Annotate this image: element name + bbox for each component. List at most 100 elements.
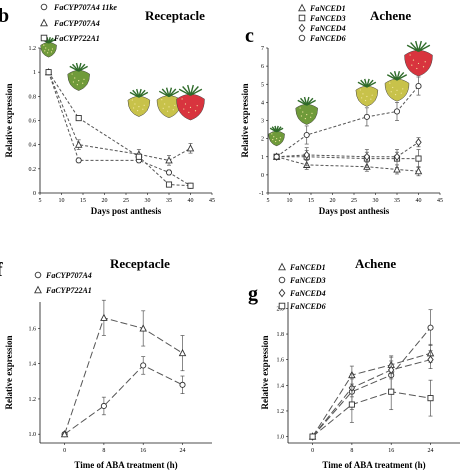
legend-f-1: FaCYP722A1 <box>45 286 92 295</box>
strawberry-stage-b-3-seed <box>168 106 170 108</box>
legend-markers-f <box>34 271 42 294</box>
y-tick-label: 2 <box>261 137 264 143</box>
strawberry-stage-b-0-seed <box>47 52 49 54</box>
strawberry-stage-c-3-calyx <box>389 71 398 81</box>
strawberry-stage-b-2-seed <box>131 99 133 101</box>
legend-g-2: FaNCED4 <box>289 289 326 298</box>
strawberry-stage-b-4-seed <box>188 111 190 113</box>
strawberry-stage-c-4-seed <box>422 66 425 68</box>
legend-marker-g-3 <box>278 302 286 310</box>
strawberry-stage-c-0-seed <box>275 140 277 143</box>
strawberry-stage-c-4-calyx <box>418 44 431 52</box>
panel-f-legend: FaCYP707A4 FaCYP722A1 <box>34 271 92 295</box>
x-tick-label: 5 <box>267 198 270 204</box>
y-axis-label-f: Relative expression <box>4 335 14 409</box>
strawberry-stage-b-1-seed <box>74 77 76 79</box>
panel-c: c Achene 5 10 15 20 25 30 35 40 45-101234567Days… <box>240 3 443 216</box>
panel-g-letter: g <box>248 283 258 305</box>
panel-b-letter: b <box>0 5 9 27</box>
strawberry-stage-b-0-seed <box>51 48 54 50</box>
y-tick-label: 4 <box>261 100 264 106</box>
chart-f: 0 8 16 24 1.0 1.2 1.4 1.6 Time of ABA treatment … <box>4 299 212 470</box>
strawberry-stage-b-1-seed <box>76 84 78 86</box>
strawberry-stage-b-3-seed <box>161 99 163 101</box>
legend-f-0: FaCYP707A4 <box>45 271 92 280</box>
panel-g: g Achene 0 8 16 24 1.0 1.2 1.4 1.6 1.8 2.0 Time of… <box>248 256 460 470</box>
strawberry-stage-c-2-calyx <box>366 81 377 88</box>
data-point-c-2-3 <box>393 152 401 161</box>
x-tick-label: 35 <box>166 198 172 204</box>
data-point-b-2-1 <box>75 115 82 122</box>
data-point-c-3-4 <box>415 83 422 90</box>
strawberry-stage-b-3-calyx <box>168 90 180 98</box>
y-tick-label: 5 <box>261 82 264 88</box>
strawberry-stage-b-2-calyx <box>138 91 149 98</box>
legend-marker-g-2 <box>278 288 286 298</box>
strawberry-stage-c-2-calyx <box>364 78 368 88</box>
strawberry-stage-c-2-seed <box>359 89 361 91</box>
strawberry-stage-c-4 <box>404 40 433 77</box>
data-point-c-1-4 <box>415 155 422 162</box>
panel-c-legend: FaNCED1 FaNCED3 FaNCED4 FaNCED6 <box>298 3 346 43</box>
data-point-b-2-2 <box>135 153 142 160</box>
chart-b: 5 10 15 20 25 30 35 40 45 0 0.2 0.4 0.6 0.8 1 1.2 Days p… <box>4 36 215 216</box>
x-tick-label: 8 <box>350 448 353 454</box>
panel-c-title: Achene <box>370 8 411 23</box>
y-tick-label: 1.6 <box>277 358 285 364</box>
x-axis-label-c: Days post anthesis <box>319 206 390 216</box>
strawberry-stage-c-4-seed <box>416 67 418 70</box>
strawberry-stage-c-4-seed <box>412 59 415 61</box>
y-tick-label: 0 <box>33 191 36 197</box>
panel-b: b Receptacle 5 10 15 20 25 30 35 40 45 0 0.2 0.4 0.6… <box>0 3 215 216</box>
data-point-b-2-4 <box>187 182 194 189</box>
y-tick-label: 0.4 <box>29 143 37 149</box>
y-axis-label-b: Relative expression <box>4 83 14 157</box>
x-tick-label: 15 <box>80 198 86 204</box>
strawberry-stage-b-1-calyx <box>75 62 80 72</box>
strawberry-stage-b-1 <box>67 62 90 91</box>
y-tick-label: 6 <box>261 64 264 70</box>
y-tick-label: 1.2 <box>29 397 37 403</box>
data-point-b-0-1 <box>75 157 82 164</box>
strawberry-stage-b-4-calyx <box>189 84 194 96</box>
data-point-c-3-2 <box>363 113 370 120</box>
strawberry-stage-b-0-seed <box>50 51 53 53</box>
strawberry-stage-c-1-seed <box>302 111 304 113</box>
strawberry-stage-c-3-calyx <box>393 70 398 81</box>
x-tick-label: 16 <box>140 448 146 454</box>
strawberry-stage-c-1-seed <box>310 116 312 118</box>
x-tick-label: 20 <box>102 198 108 204</box>
chart-g: 0 8 16 24 1.0 1.2 1.4 1.6 1.8 2.0 Time of ABA trea… <box>260 302 460 470</box>
strawberry-stage-b-0-seed <box>44 50 46 52</box>
strawberry-stage-b-4-calyx <box>182 86 192 96</box>
panel-b-legend: FaCYP707A4 11ke FaCYP707A4 FaCYP722A1 <box>40 3 117 43</box>
strawberry-stage-c-1-seed <box>306 114 308 116</box>
strawberry-stage-b-2-seed <box>143 104 145 106</box>
x-tick-label: 10 <box>287 198 293 204</box>
strawberry-stage-c-1-seed <box>311 112 313 114</box>
strawberry-stage-c-0 <box>268 125 285 147</box>
strawberry-stage-b-3-seed <box>164 103 166 105</box>
x-axis-label-g: Time of ABA treatment (h) <box>322 460 425 470</box>
strawberry-stage-c-4-calyx <box>415 40 420 52</box>
strawberry-stage-c-3-seed <box>392 86 394 89</box>
series-line-g-2 <box>312 359 431 437</box>
legend-c-0: FaNCED1 <box>309 4 346 13</box>
strawberry-stage-b-4-seed <box>196 105 198 107</box>
y-tick-label: 0.8 <box>29 94 37 100</box>
panel-g-legend: FaNCED1 FaNCED3 FaNCED4 FaNCED6 <box>278 262 326 311</box>
x-tick-label: 16 <box>388 448 394 454</box>
x-tick-label: 25 <box>351 198 357 204</box>
panel-f-title: Receptacle <box>110 256 170 271</box>
strawberry-stage-c-3-seed <box>396 89 398 91</box>
data-point-b-1-3 <box>165 156 173 164</box>
series-line-b-2 <box>48 71 191 187</box>
legend-marker-c-2 <box>298 23 306 33</box>
data-point-b-1-4 <box>186 144 195 152</box>
data-point-c-0-4 <box>414 167 423 175</box>
y-tick-label: 1.4 <box>277 383 285 389</box>
x-tick-label: 30 <box>373 198 379 204</box>
strawberry-stage-c-2-seed <box>364 99 367 102</box>
y-tick-label: 1.0 <box>277 435 285 441</box>
y-tick-label: 0.2 <box>29 167 37 173</box>
